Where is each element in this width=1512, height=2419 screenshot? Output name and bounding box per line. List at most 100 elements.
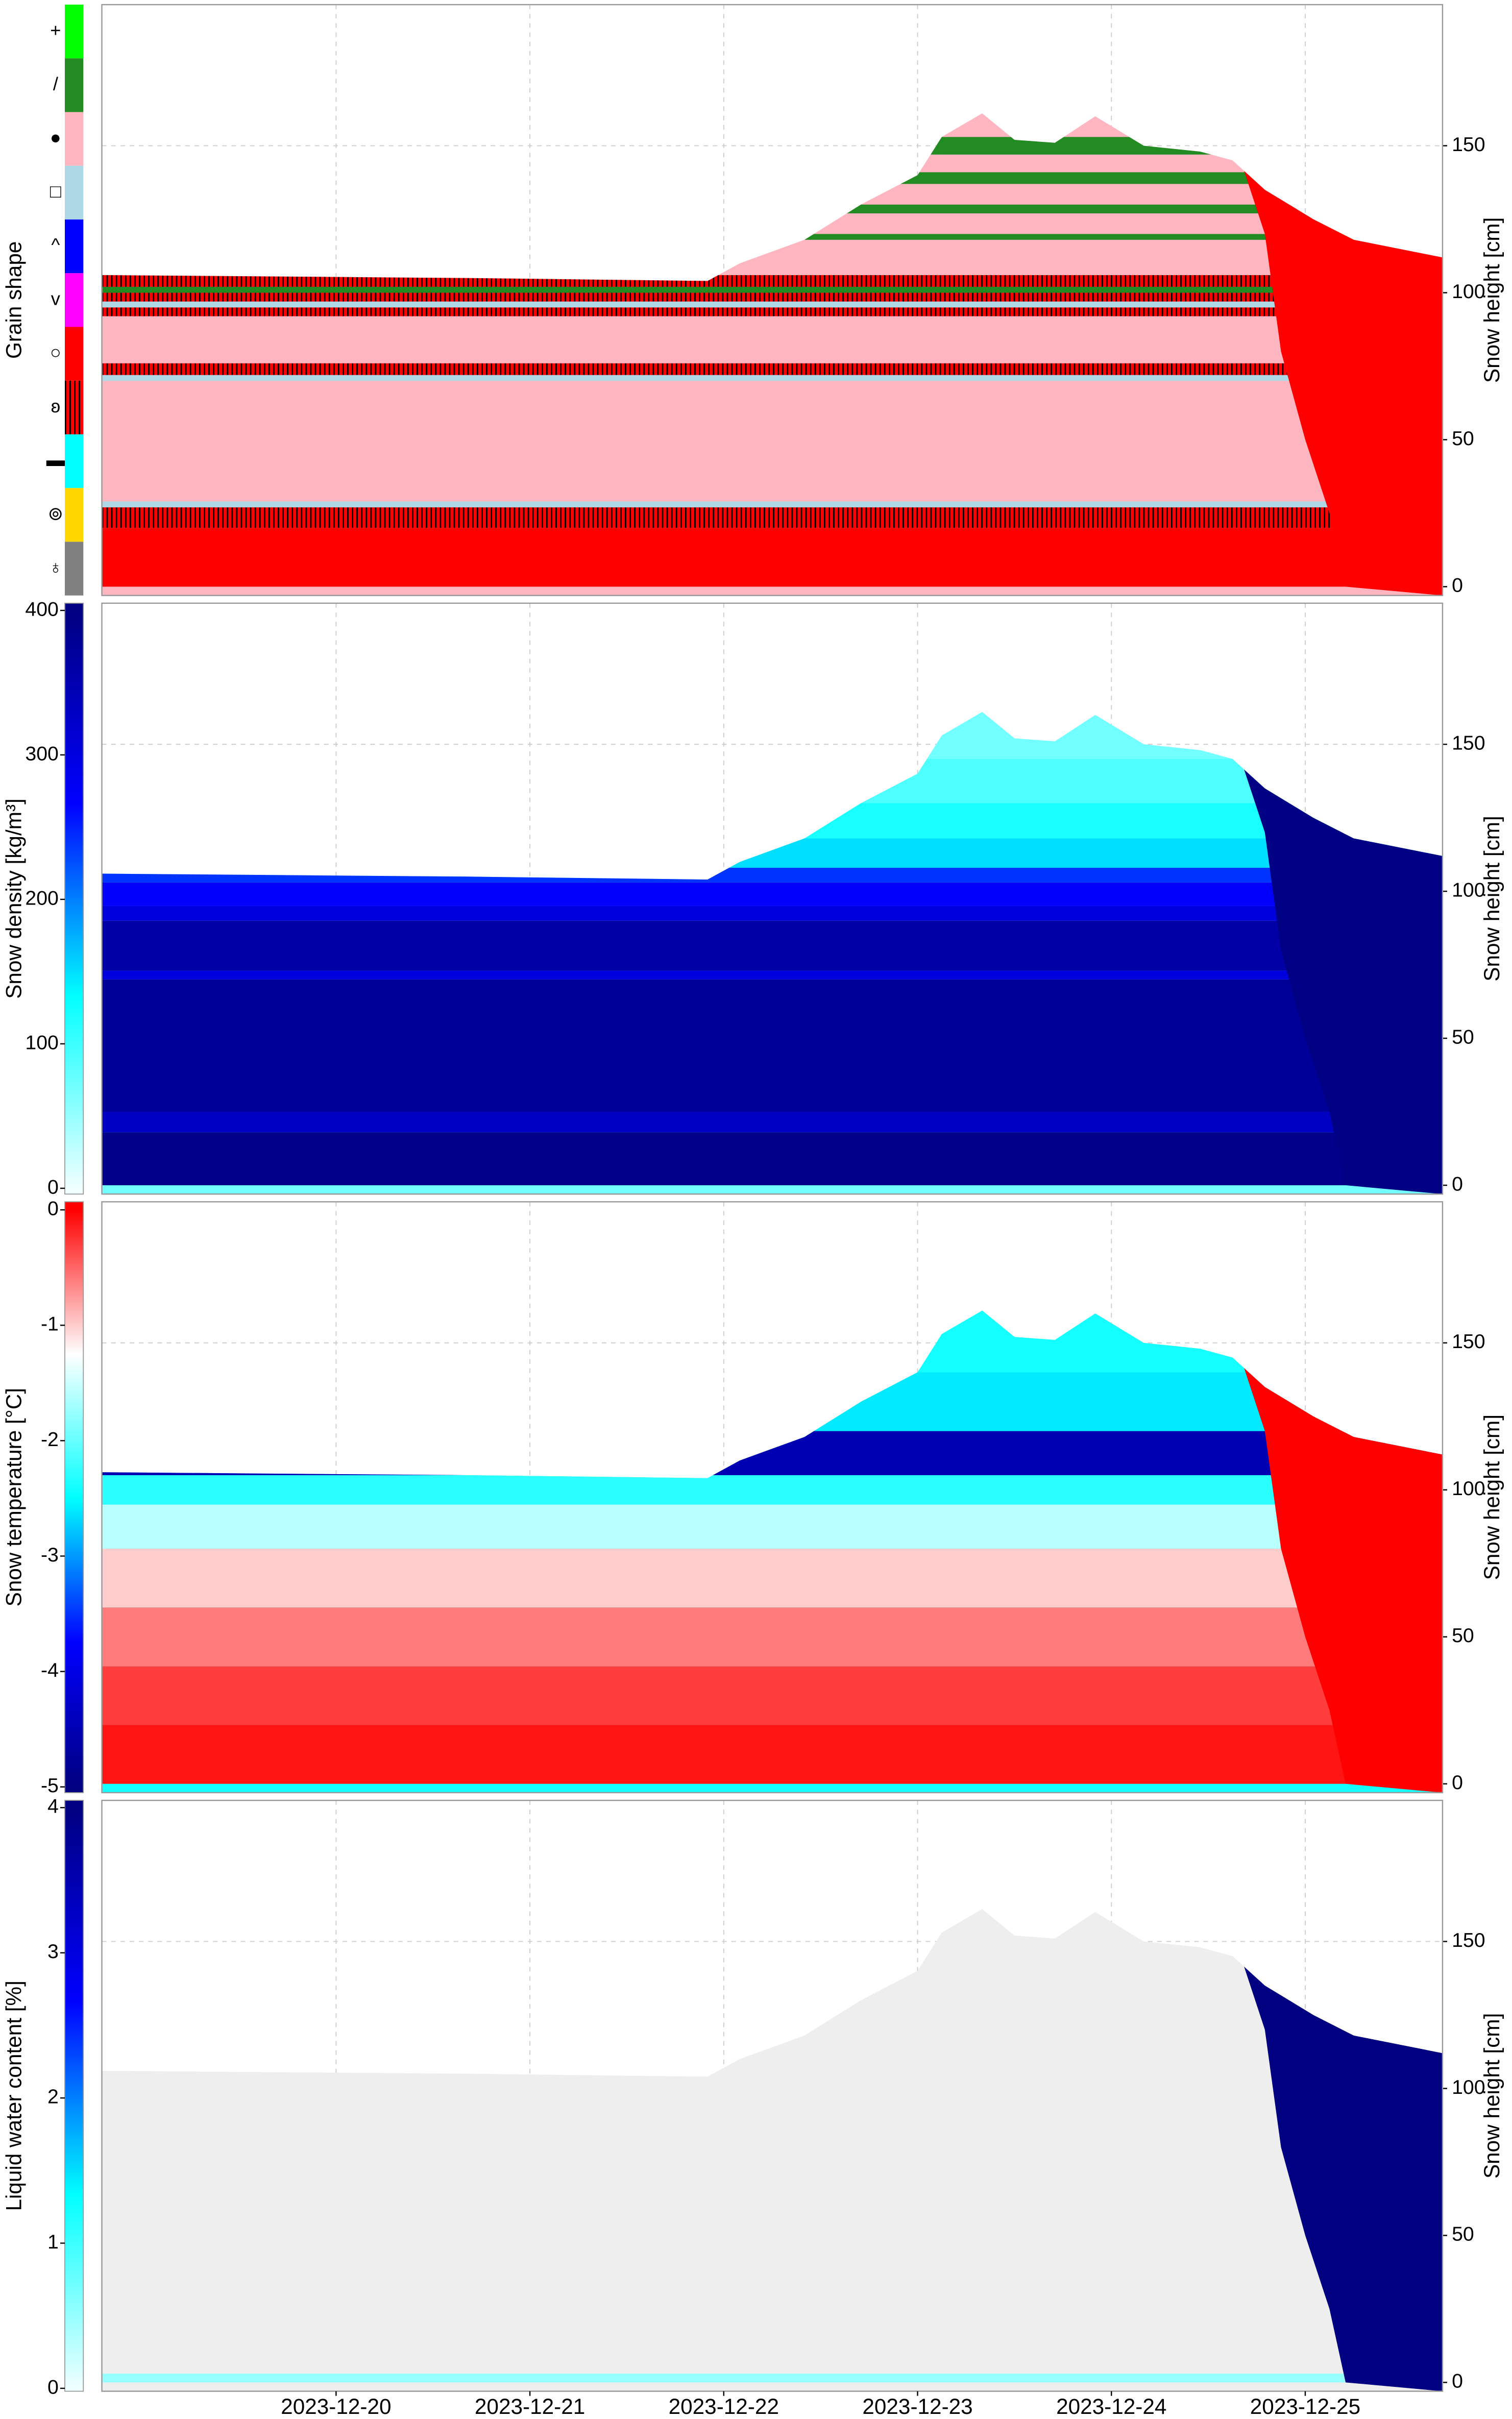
y2-tick-label: 150 [1452, 732, 1485, 754]
legend-swatch [65, 273, 84, 327]
snow-layer [102, 1548, 1443, 1608]
snow-layers [102, 1310, 1443, 1793]
snow-layer [102, 1909, 1443, 2374]
snow-layer [102, 1504, 1443, 1549]
colorbar-tick-label: 4 [47, 1795, 59, 1818]
legend-symbol: ○ [50, 342, 61, 363]
plot-frame [101, 602, 1444, 1195]
legend-symbol: ^ [51, 234, 60, 255]
legend-swatch [65, 58, 84, 112]
snow-layer [102, 292, 1443, 302]
colorbar [64, 602, 84, 1195]
colorbar-tick-label: 200 [25, 887, 59, 909]
snow-layers [102, 113, 1443, 596]
snow-layer [102, 528, 1443, 587]
legend-symbol: ♁ [48, 557, 62, 578]
plot-frame [101, 1799, 1444, 2392]
snow-layer [102, 920, 1443, 971]
y2-tick-label: 0 [1452, 1771, 1463, 1794]
colorbar [64, 1201, 84, 1793]
colorbar-tick-label: 2 [47, 2085, 59, 2108]
legend-swatch [65, 165, 84, 219]
colorbar-tick-label: 400 [25, 598, 59, 620]
legend-symbol: + [50, 19, 61, 40]
colorbar-tick-label: 300 [25, 742, 59, 765]
x-tick-label: 2023-12-24 [1056, 2394, 1166, 2418]
snow-layer [102, 375, 1443, 381]
x-tick-label: 2023-12-20 [281, 2394, 391, 2418]
colorbar-tick-label: 1 [47, 2231, 59, 2253]
snow-layer [102, 316, 1443, 363]
snow-layer [102, 184, 1443, 205]
snow-layer [102, 906, 1443, 921]
y2-tick-label: 50 [1452, 427, 1474, 450]
y2-tick-label: 50 [1452, 1624, 1474, 1647]
snow-layer [102, 113, 1443, 137]
plot-frame [101, 4, 1444, 596]
snow-layer [102, 979, 1443, 1112]
colorbar-tick-label: 0 [47, 1198, 59, 1220]
x-tick-label: 2023-12-21 [475, 2394, 585, 2418]
snow-layer [102, 803, 1443, 839]
y2-tick-label: 150 [1452, 1929, 1485, 1951]
legend-swatch [65, 219, 84, 274]
y2-tick-label: 100 [1452, 280, 1485, 303]
colorbar-tick-label: 0 [47, 1176, 59, 1198]
snow-layer [102, 1666, 1443, 1725]
snow-layer [102, 1112, 1443, 1133]
y2-tick-label: 0 [1452, 574, 1463, 597]
snow-layer [102, 759, 1443, 803]
legend-symbol: ⊚ [48, 503, 63, 524]
legend-swatch [65, 5, 84, 59]
snow-layer [102, 275, 1443, 287]
y2-tick-label: 0 [1452, 2370, 1463, 2392]
snow-layer [102, 286, 1443, 293]
y2-tick-label: 50 [1452, 2223, 1474, 2245]
legend-swatch [65, 542, 84, 596]
snow-layer [102, 1607, 1443, 1667]
snow-layers [102, 1909, 1443, 2391]
plot-frame [101, 1201, 1444, 1794]
snow-layer [102, 301, 1443, 308]
colorbar-tick-label: 3 [47, 1940, 59, 1963]
y2-tick-label: 50 [1452, 1025, 1474, 1048]
legend-symbol: ▬ [46, 449, 65, 470]
snow-layer [102, 882, 1443, 906]
snow-layer [102, 1310, 1443, 1373]
snow-layer [102, 1475, 1443, 1505]
snow-layer [102, 2374, 1443, 2383]
snow-layer [102, 307, 1443, 316]
snow-layer [102, 507, 1443, 528]
colorbar-tick-label: -4 [41, 1659, 59, 1681]
y2-tick-label: 150 [1452, 1330, 1485, 1353]
snow-layer [102, 234, 1443, 240]
y2-tick-label: 100 [1452, 878, 1485, 901]
legend-symbol: v [51, 288, 60, 309]
legend-symbol: / [53, 73, 59, 94]
snow-layer [102, 154, 1443, 173]
legend-swatch [65, 112, 84, 166]
y2-tick-label: 100 [1452, 2076, 1485, 2098]
legend-swatch [65, 434, 84, 488]
y2-axis-label: Snow height [cm] [1480, 217, 1504, 383]
snow-layer [102, 1725, 1443, 1784]
colorbar [64, 1800, 84, 2392]
snow-layer [102, 381, 1443, 502]
y-axis-label: Snow temperature [°C] [2, 1388, 26, 1606]
colorbar-tick-label: 100 [25, 1031, 59, 1054]
colorbar-tick-label: -3 [41, 1544, 59, 1566]
snow-layer [102, 1372, 1443, 1431]
y2-tick-label: 0 [1452, 1172, 1463, 1195]
snow-layer [102, 970, 1443, 980]
x-tick-label: 2023-12-23 [862, 2394, 972, 2418]
snow-layer [102, 213, 1443, 234]
legend-symbol: □ [50, 181, 61, 202]
y2-tick-label: 150 [1452, 133, 1485, 156]
colorbar-tick-label: -1 [41, 1313, 59, 1335]
snow-layer [102, 239, 1443, 275]
y2-axis-label: Snow height [cm] [1480, 816, 1504, 981]
y-axis-label: Snow density [kg/m³] [2, 798, 26, 999]
snow-layer [102, 868, 1443, 883]
snow-layer [102, 172, 1443, 184]
